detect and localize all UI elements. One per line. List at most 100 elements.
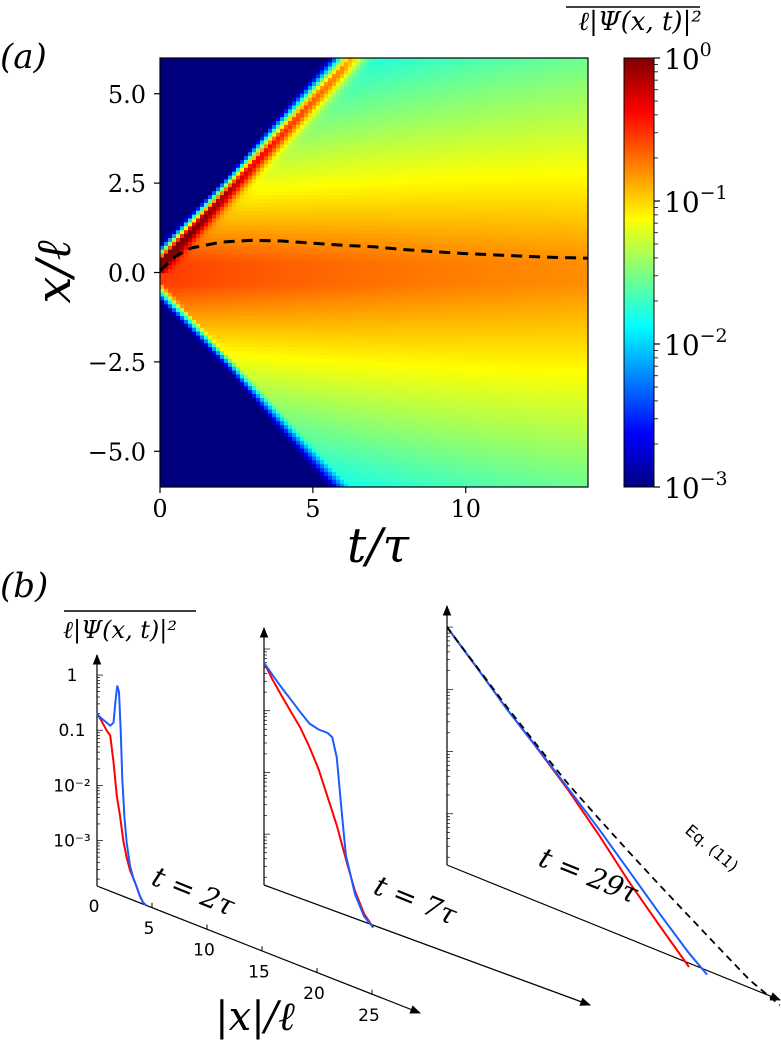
- heatmap-cell: [164, 178, 169, 184]
- heatmap-cell: [196, 373, 201, 379]
- heatmap-cell: [184, 319, 189, 324]
- heatmap-cell: [248, 424, 253, 430]
- heatmap-cell: [264, 139, 269, 145]
- heatmap-cell: [304, 151, 309, 157]
- heatmap-cell: [272, 338, 277, 344]
- heatmap-cell: [172, 358, 177, 363]
- heatmap-cell: [164, 424, 169, 430]
- heatmap-cell: [164, 327, 169, 332]
- heatmap-cell: [316, 280, 321, 285]
- heatmap-cell: [244, 264, 249, 270]
- heatmap-cell: [252, 178, 257, 184]
- heatmap-cell: [332, 463, 337, 469]
- heatmap-cell: [252, 373, 257, 379]
- heatmap-cell: [204, 331, 209, 336]
- heatmap-cell: [292, 389, 297, 394]
- heatmap-cell: [280, 89, 285, 94]
- heatmap-cell: [204, 377, 209, 383]
- heatmap-cell: [268, 420, 273, 426]
- heatmap-cell: [200, 444, 205, 449]
- heatmap-cell: [184, 373, 189, 379]
- heatmap-cell: [196, 276, 201, 281]
- heatmap-cell: [200, 221, 205, 227]
- heatmap-cell: [204, 256, 209, 262]
- heatmap-cell: [188, 311, 193, 316]
- heatmap-cell: [164, 467, 169, 472]
- heatmap-cell: [304, 323, 309, 328]
- heatmap-cell: [308, 245, 313, 250]
- heatmap-cell: [200, 264, 205, 270]
- heatmap-cell: [208, 81, 213, 86]
- heatmap-cell: [220, 100, 225, 106]
- heatmap-cell: [160, 479, 165, 484]
- heatmap-cell: [336, 405, 341, 410]
- heatmap-cell: [276, 175, 281, 180]
- heatmap-cell: [276, 163, 281, 168]
- heatmap-cell: [176, 217, 181, 223]
- heatmap-cell: [240, 175, 245, 180]
- heatmap-cell: [220, 315, 225, 320]
- heatmap-cell: [192, 241, 197, 246]
- heatmap-cell: [252, 428, 257, 433]
- heatmap-cell: [176, 167, 181, 172]
- heatmap-cell: [212, 366, 217, 371]
- heatmap-cell: [228, 338, 233, 344]
- heatmap-cell: [336, 264, 341, 270]
- heatmap-cell: [288, 459, 293, 465]
- heatmap-cell: [216, 77, 221, 82]
- heatmap-cell: [288, 237, 293, 242]
- heatmap-cell: [176, 202, 181, 207]
- heatmap-cell: [300, 436, 305, 441]
- heatmap-cell: [160, 373, 165, 379]
- heatmap-cell: [188, 409, 193, 414]
- heatmap-cell: [276, 186, 281, 192]
- heatmap-cell: [220, 65, 225, 71]
- heatmap-cell: [256, 233, 261, 238]
- heatmap-cell: [340, 393, 345, 398]
- heatmap-cell: [220, 397, 225, 402]
- heatmap-cell: [324, 366, 329, 371]
- heatmap-cell: [260, 233, 265, 238]
- heatmap-cell: [300, 459, 305, 465]
- heatmap-cell: [212, 155, 217, 160]
- heatmap-cell: [240, 120, 245, 125]
- heatmap-cell: [308, 440, 313, 445]
- heatmap-cell: [232, 393, 237, 398]
- heatmap-cell: [168, 307, 173, 313]
- heatmap-cell: [208, 354, 213, 359]
- heatmap-cell: [184, 362, 189, 367]
- heatmap-cell: [280, 459, 285, 465]
- heatmap-cell: [268, 159, 273, 164]
- heatmap-cell: [296, 311, 301, 316]
- heatmap-cell: [184, 401, 189, 406]
- heatmap-cell: [204, 69, 209, 75]
- heatmap-cell: [272, 377, 277, 383]
- heatmap-cell: [180, 159, 185, 164]
- heatmap-cell: [288, 373, 293, 379]
- heatmap-cell: [272, 194, 277, 199]
- heatmap-cell: [160, 163, 165, 168]
- heatmap-cell: [312, 155, 317, 160]
- heatmap-cell: [192, 276, 197, 281]
- heatmap-cell: [240, 307, 245, 313]
- heatmap-cell: [232, 186, 237, 192]
- heatmap-cell: [228, 459, 233, 465]
- heatmap-cell: [316, 315, 321, 320]
- heatmap-cell: [324, 440, 329, 445]
- heatmap-cell: [328, 276, 333, 281]
- heatmap-cell: [272, 342, 277, 348]
- heatmap-cell: [196, 440, 201, 445]
- heatmap-cell: [320, 85, 325, 90]
- heatmap-cell: [296, 448, 301, 453]
- heatmap-cell: [300, 440, 305, 445]
- heatmap-cell: [228, 256, 233, 262]
- heatmap-cell: [244, 178, 249, 184]
- heatmap-cell: [284, 221, 289, 227]
- heatmap-cell: [172, 315, 177, 320]
- heatmap-cell: [264, 272, 269, 277]
- heatmap-cell: [184, 381, 189, 387]
- heatmap-cell: [188, 175, 193, 180]
- heatmap-cell: [232, 440, 237, 445]
- heatmap-cell: [252, 136, 257, 141]
- heatmap-cell: [316, 342, 321, 348]
